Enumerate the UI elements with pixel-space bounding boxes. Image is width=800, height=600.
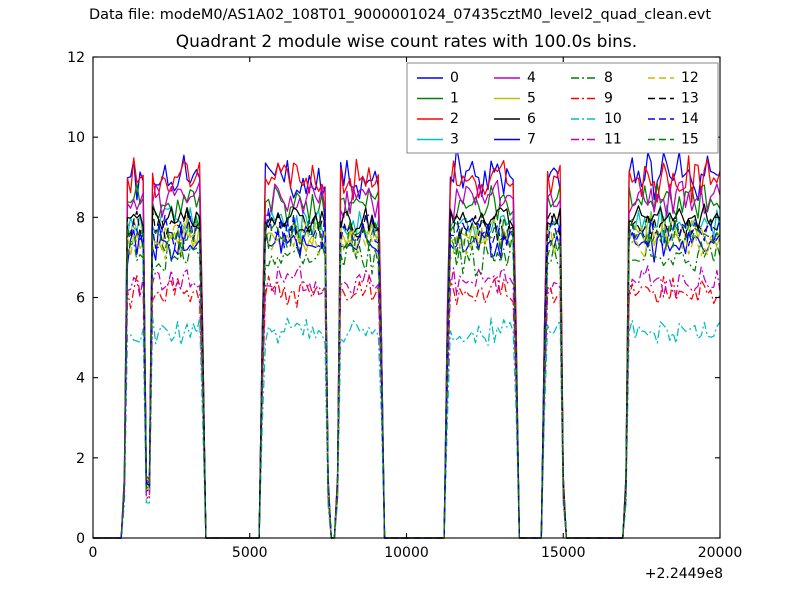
legend-label-8[interactable]: 8 [604, 70, 613, 86]
legend-label-13[interactable]: 13 [681, 91, 699, 107]
series-line-12 [93, 220, 721, 539]
series-line-15 [93, 215, 721, 539]
x-axis-offset-label: +2.2449e8 [645, 566, 723, 582]
legend-label-14[interactable]: 14 [681, 111, 699, 127]
x-tick-label: 20000 [698, 545, 743, 561]
legend-label-9[interactable]: 9 [604, 91, 613, 107]
y-tick-label: 0 [76, 531, 85, 547]
legend-label-6[interactable]: 6 [527, 111, 536, 127]
y-tick-label: 2 [76, 451, 85, 467]
y-tick-label: 12 [67, 50, 85, 66]
legend-label-7[interactable]: 7 [527, 132, 536, 148]
y-tick-label: 4 [76, 371, 85, 387]
x-tick-label: 5000 [232, 545, 268, 561]
data-file-label: Data file: modeM0/AS1A02_108T01_90000010… [88, 7, 712, 23]
series-line-9 [93, 275, 721, 539]
legend-box [406, 62, 719, 154]
x-tick-label: 0 [89, 545, 98, 561]
series-line-11 [93, 265, 721, 539]
legend-label-12[interactable]: 12 [681, 70, 699, 86]
legend-label-1[interactable]: 1 [450, 91, 459, 107]
series-group [93, 146, 721, 539]
legend-label-5[interactable]: 5 [527, 91, 536, 107]
legend-label-3[interactable]: 3 [450, 132, 459, 148]
legend-label-0[interactable]: 0 [450, 70, 459, 86]
legend-label-15[interactable]: 15 [681, 132, 699, 148]
legend-label-4[interactable]: 4 [527, 70, 536, 86]
x-tick-label: 10000 [384, 545, 429, 561]
legend-label-11[interactable]: 11 [604, 132, 622, 148]
chart-title: Quadrant 2 module wise count rates with … [175, 32, 638, 52]
y-tick-label: 10 [67, 130, 85, 146]
legend-label-10[interactable]: 10 [604, 111, 622, 127]
y-tick-label: 6 [76, 291, 85, 307]
y-tick-label: 8 [76, 210, 85, 226]
legend-label-2[interactable]: 2 [450, 111, 459, 127]
x-tick-label: 15000 [541, 545, 586, 561]
